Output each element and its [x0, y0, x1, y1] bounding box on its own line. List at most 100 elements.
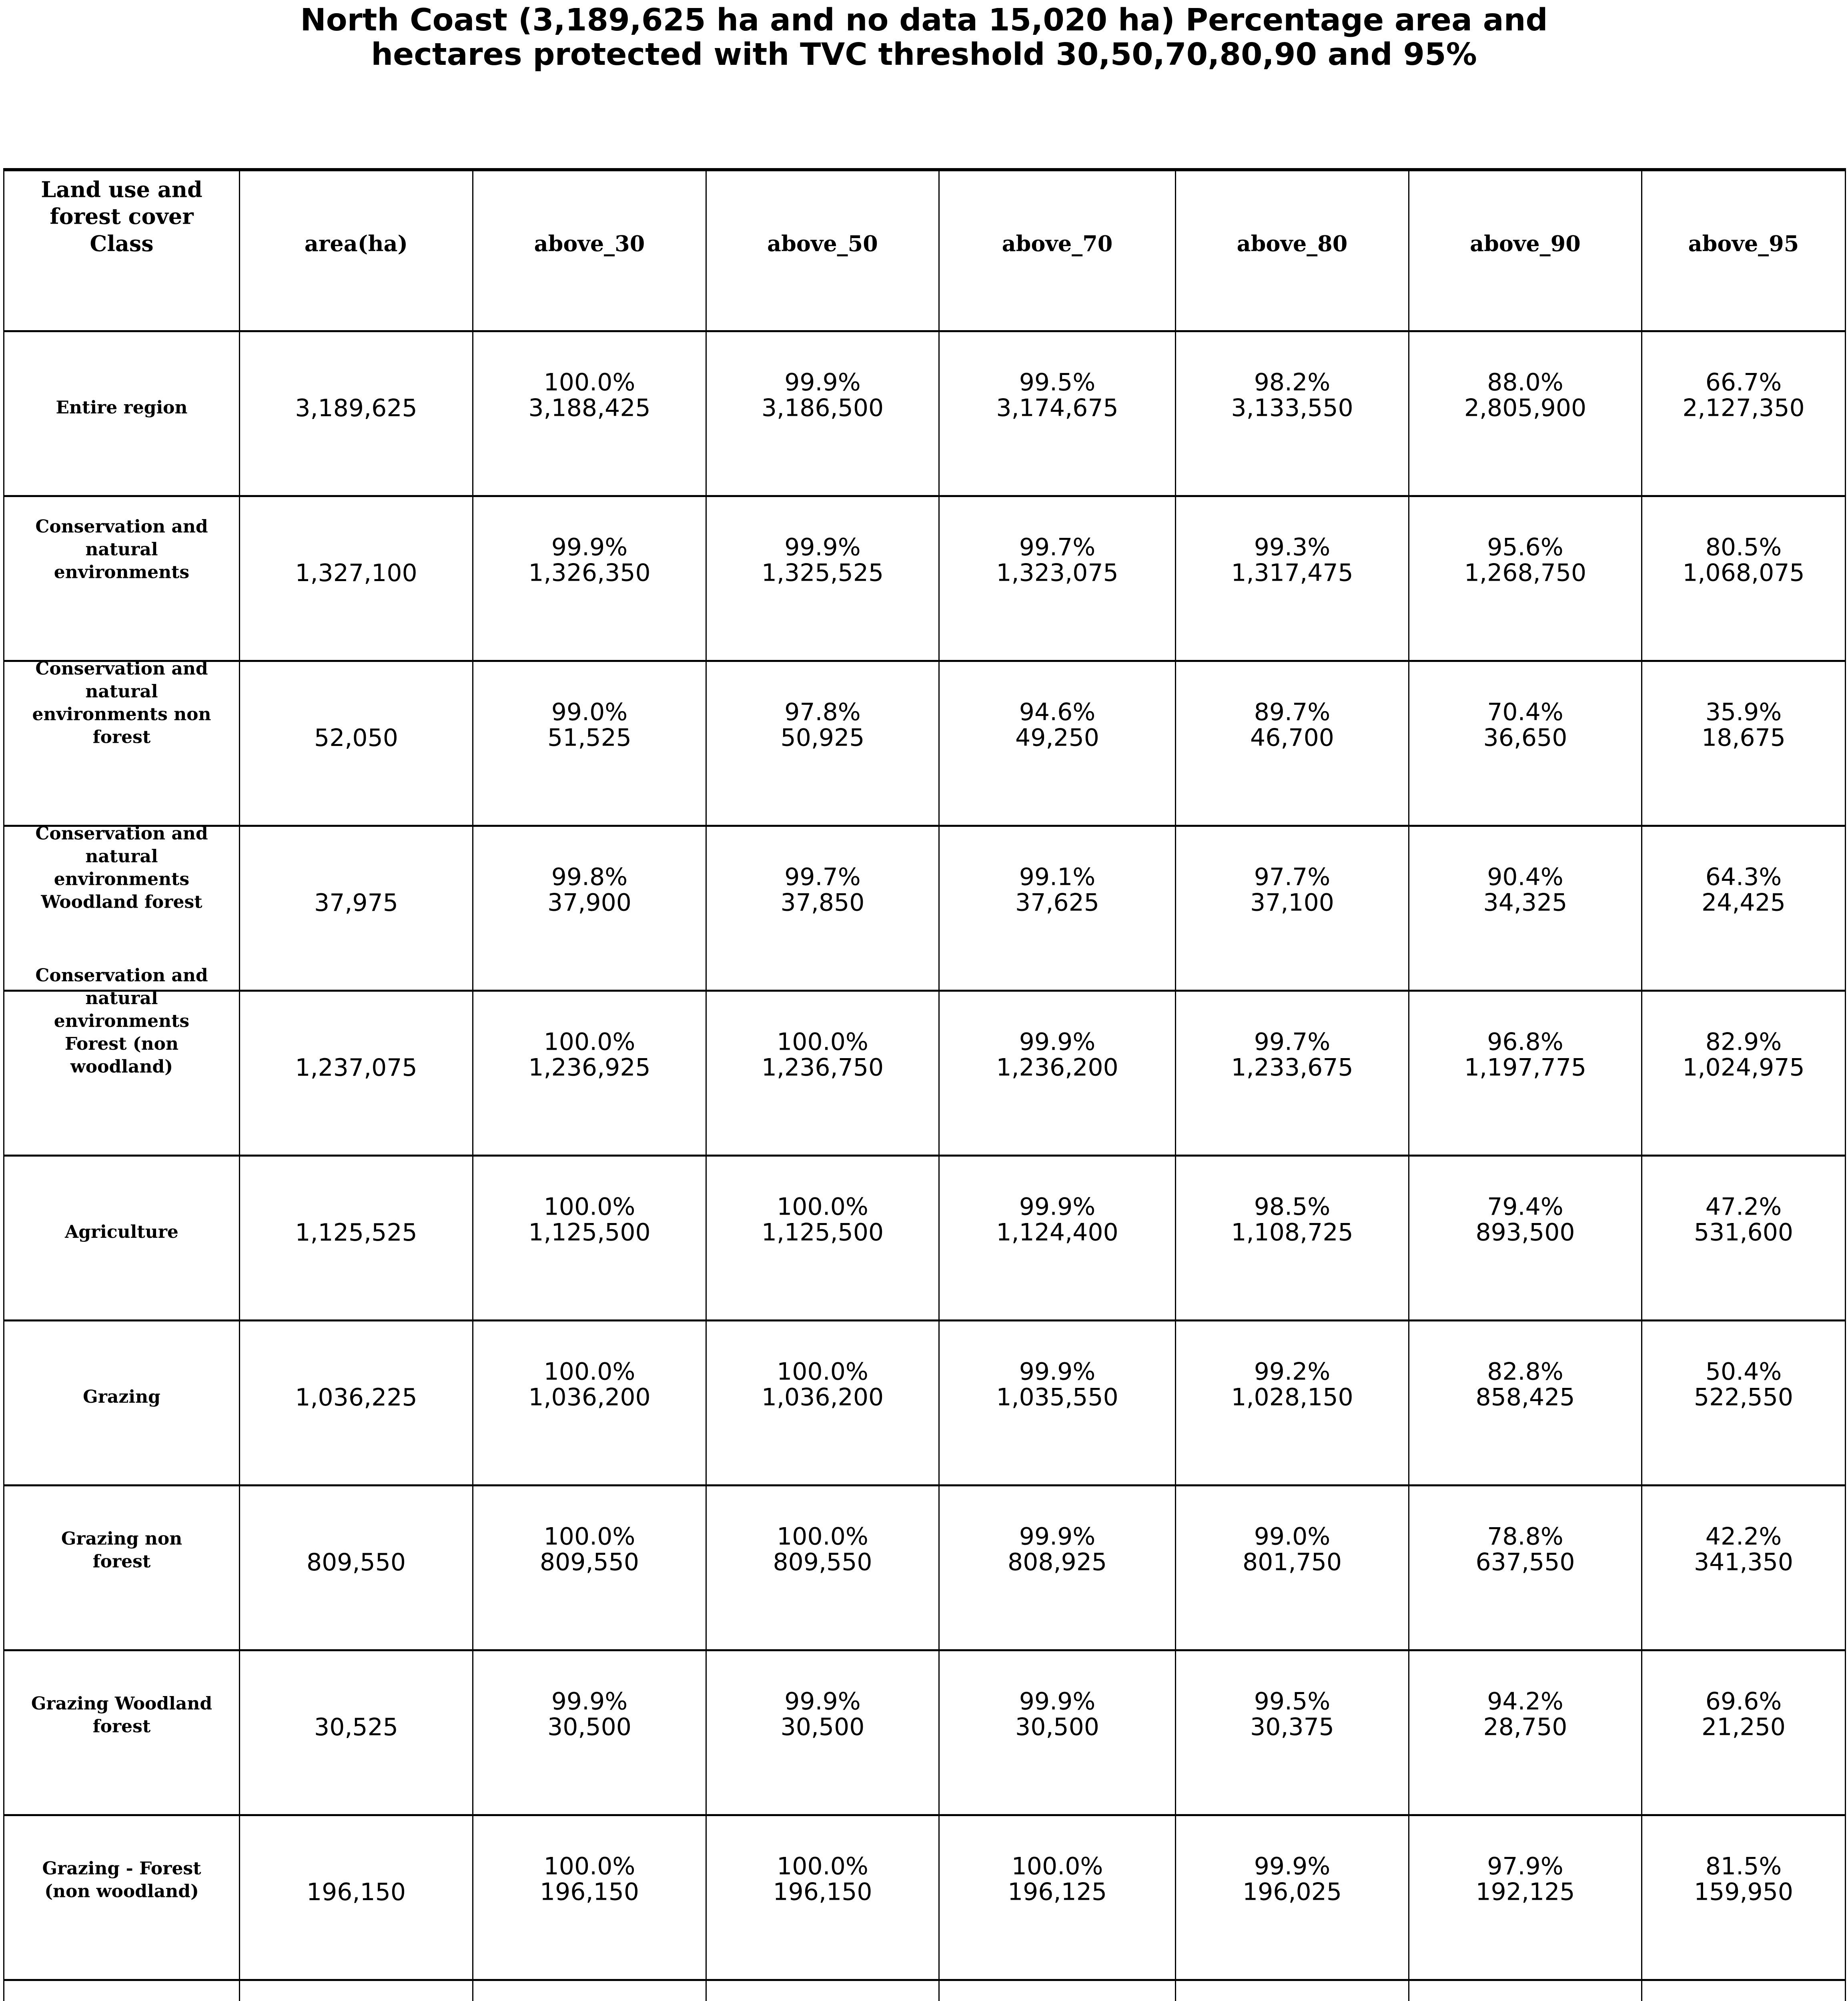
table-cell-text: 100.0% 196,125	[1007, 1852, 1107, 1906]
table-cell-text: 70.4% 36,650	[1483, 698, 1567, 752]
page-title-line1: North Coast (3,189,625 ha and no data 15…	[300, 2, 1548, 38]
table-cell-text: 98.2% 3,133,550	[1231, 368, 1353, 422]
area-cell: 52,050	[240, 662, 473, 827]
table-cell: 99.7% 1,233,675	[1176, 992, 1409, 1157]
table-cell: 95.6% 1,268,750	[1409, 497, 1642, 662]
table-cell-text: 99.8% 37,900	[547, 863, 631, 917]
area-cell: 196,150	[240, 1816, 473, 1981]
table-cell: 99.9% 1,236,200	[940, 992, 1176, 1157]
page-title: North Coast (3,189,625 ha and no data 15…	[0, 3, 1848, 72]
table-cell: 100.0% 196,150	[707, 1816, 940, 1981]
table-cell-text: 100.0% 809,550	[773, 1522, 872, 1576]
row-label: Grazing - Forest (non woodland)	[4, 1816, 240, 1981]
table-cell: 99.9% 30,500	[473, 1651, 707, 1816]
table-cell-text: 97.8% 50,925	[780, 698, 865, 752]
table-cell-text: 99.9% 30,500	[780, 1687, 865, 1741]
table-cell: 99.9% 30,500	[707, 1651, 940, 1816]
table-cell-text: 98.5% 1,108,725	[1231, 1193, 1353, 1247]
table-cell: 100.0% 1,236,750	[707, 992, 940, 1157]
table-cell-text: 99.3% 1,317,475	[1231, 533, 1353, 587]
table-cell-text: 47.2% 531,600	[1694, 1193, 1794, 1247]
data-table: Land use and forest cover Class area(ha) a…	[3, 168, 1846, 2001]
column-header: area(ha)	[240, 171, 473, 332]
table-cell: 100.0% 1,036,200	[473, 1321, 707, 1486]
row-label-text: Grazing	[83, 1386, 160, 1407]
table-cell: 99.7% 1,323,075	[940, 497, 1176, 662]
table-cell: 82.8% 858,425	[1409, 1321, 1642, 1486]
table-cell-text: 96.8% 1,197,775	[1464, 1028, 1587, 1082]
table-cell-text: 80.5% 1,068,075	[1682, 533, 1805, 587]
row-label: Entire region	[4, 332, 240, 497]
column-header-text: above_95	[1688, 231, 1799, 257]
table-cell: 100.0% 196,150	[473, 1816, 707, 1981]
table-cell: 66.7% 2,127,350	[1642, 332, 1845, 497]
table-cell-text: 97.7% 37,100	[1250, 863, 1334, 917]
row-label: Grazing Woodland forest	[4, 1651, 240, 1816]
area-cell: 1,327,100	[240, 497, 473, 662]
table-cell: 100.0% 1,125,500	[473, 1157, 707, 1321]
table-cell: 64.3% 24,425	[1642, 827, 1845, 992]
table-cell-text: 100.0% 1,125,500	[528, 1193, 651, 1247]
table-cell: 100.0% 1,236,925	[473, 992, 707, 1157]
table-cell: 35.9% 18,675	[1642, 662, 1845, 827]
area-cell: 809,550	[240, 1486, 473, 1651]
column-header-text: above_90	[1470, 231, 1581, 257]
table-cell: 100.0% 1,125,500	[707, 1157, 940, 1321]
table-cell: 97.8% 50,925	[707, 662, 940, 827]
column-header: above_30	[473, 171, 707, 332]
row-label: Conservation and natural environments Fo…	[4, 965, 240, 1157]
table-cell: 99.9% 30,500	[940, 1651, 1176, 1816]
table-cell-text: 100.0% 809,550	[539, 1522, 639, 1576]
area-cell-text: 1,125,525	[295, 1218, 417, 1247]
column-header: above_90	[1409, 171, 1642, 332]
table-cell-text: 100.0% 196,150	[773, 1852, 872, 1906]
table-cell-text: 69.6% 21,250	[1702, 1687, 1786, 1741]
column-header-text: above_30	[534, 231, 645, 257]
table-cell-text: 99.9% 30,500	[1015, 1687, 1099, 1741]
table-cell-text: 99.9% 1,326,350	[528, 533, 651, 587]
table-cell-text: 100.0% 196,150	[539, 1852, 639, 1906]
table-cell-text: 99.9% 3,186,500	[761, 368, 884, 422]
table-cell-text: 95.6% 1,268,750	[1464, 533, 1587, 587]
table-cell: 70.4% 36,650	[1409, 662, 1642, 827]
table-cell: 98.2% 3,133,550	[1176, 332, 1409, 497]
table-cell-text: 88.0% 2,805,900	[1464, 368, 1587, 422]
area-cell-text: 3,189,625	[295, 394, 417, 422]
table-cell-text: 99.7% 1,323,075	[996, 533, 1118, 587]
row-label-text: Conservation and natural environments Fo…	[35, 965, 208, 1077]
row-label-text: Grazing non forest	[61, 1528, 182, 1572]
table-cell-text: 99.5% 3,174,675	[996, 368, 1118, 422]
table-cell: 88.0% 2,805,900	[1409, 332, 1642, 497]
table-cell: 100.0% 62,825	[707, 1981, 940, 2001]
table-cell-text: 99.0% 51,525	[547, 698, 631, 752]
table-cell-text: 94.6% 49,250	[1015, 698, 1099, 752]
table-cell: 99.9% 1,035,550	[940, 1321, 1176, 1486]
area-cell: 1,237,075	[240, 992, 473, 1157]
table-cell-text: 100.0% 1,036,200	[528, 1357, 651, 1412]
row-label-text: Conservation and natural environments	[35, 516, 208, 583]
table-cell-text: 97.9% 192,125	[1475, 1852, 1575, 1906]
table-cell-text: 100.0% 1,236,750	[761, 1028, 884, 1082]
table-cell: 99.9% 1,325,525	[707, 497, 940, 662]
table-cell-text: 94.2% 28,750	[1483, 1687, 1567, 1741]
table-cell: 99.1% 37,625	[940, 827, 1176, 992]
column-header: above_80	[1176, 171, 1409, 332]
table-cell-text: 82.9% 1,024,975	[1682, 1028, 1805, 1082]
table-grid: Land use and forest cover Class area(ha) a…	[4, 171, 1845, 2001]
row-label-text: Conservation and natural environments Wo…	[35, 823, 208, 912]
table-cell-text: 81.5% 159,950	[1694, 1852, 1794, 1906]
table-cell: 96.8% 1,197,775	[1409, 992, 1642, 1157]
area-cell-text: 37,975	[314, 888, 398, 917]
table-cell: 100.0% 3,188,425	[473, 332, 707, 497]
table-cell: 25.8% 16,200	[1409, 1981, 1642, 2001]
area-cell-text: 30,525	[314, 1713, 398, 1741]
table-cell-text: 90.4% 34,325	[1483, 863, 1567, 917]
table-cell-text: 99.7% 1,233,675	[1231, 1028, 1353, 1082]
area-cell-text: 52,050	[314, 724, 398, 752]
row-label: Cropping	[4, 1981, 240, 2001]
table-cell-text: 99.9% 1,124,400	[996, 1193, 1118, 1247]
table-cell: 99.4% 62,425	[940, 1981, 1176, 2001]
area-cell: 30,525	[240, 1651, 473, 1816]
table-cell: 99.9% 1,124,400	[940, 1157, 1176, 1321]
table-cell-text: 99.5% 30,375	[1250, 1687, 1334, 1741]
